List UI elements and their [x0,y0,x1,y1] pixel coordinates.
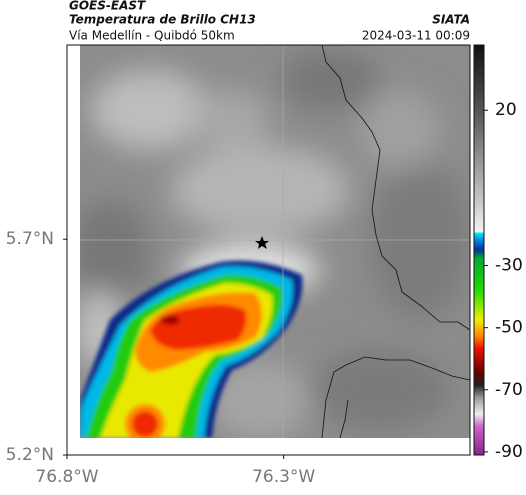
dynamic-layer: 76.8°W 76.3°W 5.2°N 5.7°N 20 -30 -50 -70 -90 [6,100,523,487]
colorbar-tick-label: -30 [495,256,523,276]
colorbar [473,44,485,456]
x-tick-label: 76.3°W [252,467,315,487]
product-title: Temperatura de Brillo CH13 [69,13,256,27]
satellite-name: GOES-EAST [69,0,146,13]
source: SIATA [432,13,470,27]
subtitle: Vía Medellín - Quibdó 50km [69,29,235,43]
x-tick-label: 76.8°W [35,467,98,487]
y-tick-label: 5.2°N [6,445,54,465]
location-marker [255,236,269,249]
y-tick-label: 5.7°N [6,229,54,249]
colorbar-tick-label: 20 [495,100,517,120]
datetime: 2024-03-11 00:09 [362,29,470,43]
satellite-image [80,45,470,438]
colorbar-tick-label: -50 [495,318,523,338]
map-frame [66,44,471,456]
colorbar-tick-label: -70 [495,380,523,400]
colorbar-tick-label: -90 [495,442,523,462]
